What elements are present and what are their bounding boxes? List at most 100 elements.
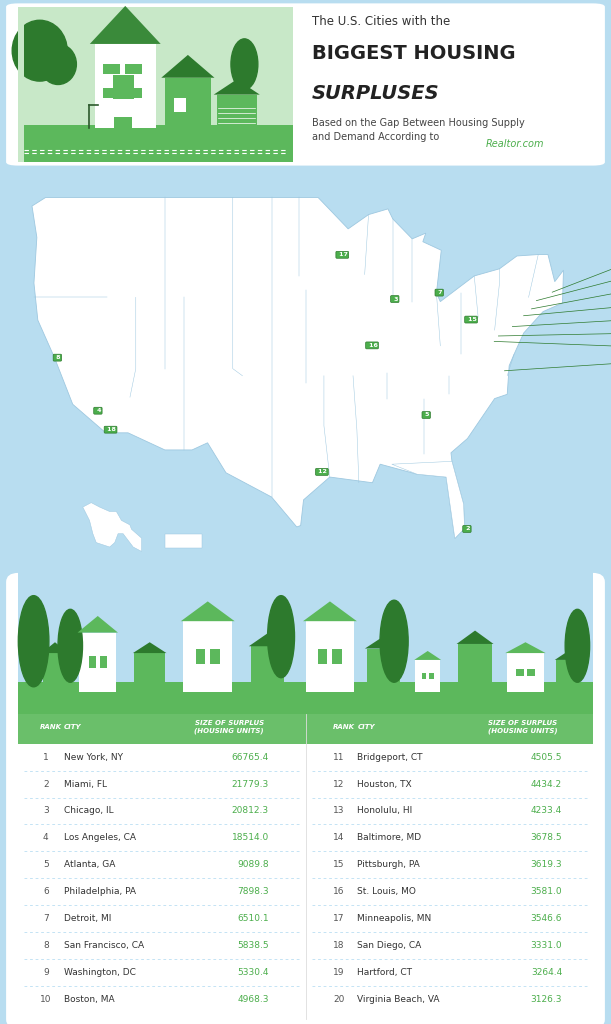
Bar (210, 649, 220, 664)
Text: 4505.5: 4505.5 (530, 753, 562, 762)
Text: Miami, FL: Miami, FL (64, 779, 107, 788)
Text: Houston, TX: Houston, TX (357, 779, 412, 788)
Bar (196, 649, 205, 664)
Text: St. Louis, MO: St. Louis, MO (357, 887, 416, 896)
Polygon shape (505, 642, 546, 653)
Text: 5: 5 (423, 413, 430, 418)
Text: 9089.8: 9089.8 (237, 860, 269, 869)
Polygon shape (456, 631, 494, 644)
Text: Chicago, IL: Chicago, IL (64, 807, 114, 815)
Bar (103, 65, 120, 75)
Bar (18, 682, 593, 714)
Ellipse shape (268, 596, 295, 678)
Ellipse shape (231, 39, 258, 89)
Text: 11: 11 (334, 753, 345, 762)
Bar (18, 125, 293, 162)
Bar (367, 648, 400, 692)
Bar (415, 659, 440, 692)
Bar (89, 656, 96, 668)
Bar (103, 88, 120, 98)
Text: 20812.3: 20812.3 (232, 807, 269, 815)
Polygon shape (161, 55, 214, 78)
Text: 14: 14 (334, 834, 345, 843)
Text: 7: 7 (436, 290, 442, 295)
Bar (458, 644, 492, 692)
Text: SURPLUSES: SURPLUSES (312, 85, 439, 103)
Bar (134, 653, 165, 692)
Polygon shape (392, 462, 464, 539)
Bar (183, 622, 232, 692)
Text: 18: 18 (334, 941, 345, 950)
Polygon shape (414, 651, 441, 659)
Text: Minneapolis, MN: Minneapolis, MN (357, 914, 432, 923)
Polygon shape (133, 642, 166, 653)
Text: RANK: RANK (333, 724, 355, 730)
Text: 19: 19 (334, 968, 345, 977)
Text: 13: 13 (211, 630, 222, 635)
Polygon shape (181, 601, 235, 622)
Bar (516, 669, 524, 676)
Ellipse shape (380, 600, 408, 682)
Text: 5838.5: 5838.5 (237, 941, 269, 950)
Text: Atlanta, GA: Atlanta, GA (64, 860, 115, 869)
Text: 18: 18 (105, 427, 116, 432)
Text: The U.S. Cities with the: The U.S. Cities with the (312, 15, 450, 29)
Text: 1: 1 (43, 753, 49, 762)
Bar (79, 633, 116, 692)
Ellipse shape (40, 44, 76, 85)
Text: 2: 2 (43, 779, 49, 788)
Bar (165, 78, 211, 128)
Bar (174, 98, 186, 112)
Text: Based on the Gap Between Housing Supply
and Demand According to: Based on the Gap Between Housing Supply … (312, 119, 524, 142)
Text: 4434.2: 4434.2 (531, 779, 562, 788)
Polygon shape (365, 636, 402, 648)
Polygon shape (90, 6, 161, 44)
Bar (43, 653, 67, 692)
FancyBboxPatch shape (6, 3, 605, 166)
Text: 8: 8 (43, 941, 49, 950)
Text: Detroit, MI: Detroit, MI (64, 914, 112, 923)
Polygon shape (303, 601, 357, 622)
Text: 12: 12 (334, 779, 345, 788)
Bar (556, 659, 580, 692)
Text: 4233.4: 4233.4 (531, 807, 562, 815)
Text: Los Angeles, CA: Los Angeles, CA (64, 834, 136, 843)
Bar (100, 656, 107, 668)
Text: 4: 4 (43, 834, 49, 843)
Polygon shape (83, 503, 142, 552)
Text: SIZE OF SURPLUS
(HOUSING UNITS): SIZE OF SURPLUS (HOUSING UNITS) (488, 720, 557, 733)
Bar (217, 94, 257, 128)
Bar (429, 673, 434, 679)
Text: 5330.4: 5330.4 (237, 968, 269, 977)
Text: San Diego, CA: San Diego, CA (357, 941, 422, 950)
Bar (507, 653, 544, 692)
Polygon shape (555, 651, 582, 659)
Text: 15: 15 (334, 860, 345, 869)
Polygon shape (214, 80, 260, 94)
Text: Hartford, CT: Hartford, CT (357, 968, 412, 977)
Text: 17: 17 (337, 252, 348, 257)
Text: CITY: CITY (357, 724, 375, 730)
Bar (125, 88, 142, 98)
Bar (18, 7, 293, 162)
Text: Boston, MA: Boston, MA (64, 994, 115, 1004)
Text: Washington, DC: Washington, DC (64, 968, 136, 977)
Text: 12: 12 (316, 469, 327, 474)
Text: New York, NY: New York, NY (64, 753, 123, 762)
Text: 18514.0: 18514.0 (232, 834, 269, 843)
Text: 3264.4: 3264.4 (531, 968, 562, 977)
Bar (113, 75, 134, 99)
Ellipse shape (565, 609, 590, 682)
Text: CITY: CITY (64, 724, 82, 730)
Text: 16: 16 (367, 343, 378, 348)
Text: Bridgeport, CT: Bridgeport, CT (357, 753, 423, 762)
Text: BIGGEST HOUSING: BIGGEST HOUSING (312, 44, 515, 62)
Bar (95, 44, 156, 128)
Bar (422, 673, 426, 679)
Text: Realtor.com: Realtor.com (486, 139, 544, 150)
Text: SIZE OF SURPLUS
(HOUSING UNITS): SIZE OF SURPLUS (HOUSING UNITS) (194, 720, 264, 733)
Text: 66765.4: 66765.4 (232, 753, 269, 762)
Text: 3: 3 (43, 807, 49, 815)
Ellipse shape (12, 20, 67, 81)
Text: 9: 9 (43, 968, 49, 977)
